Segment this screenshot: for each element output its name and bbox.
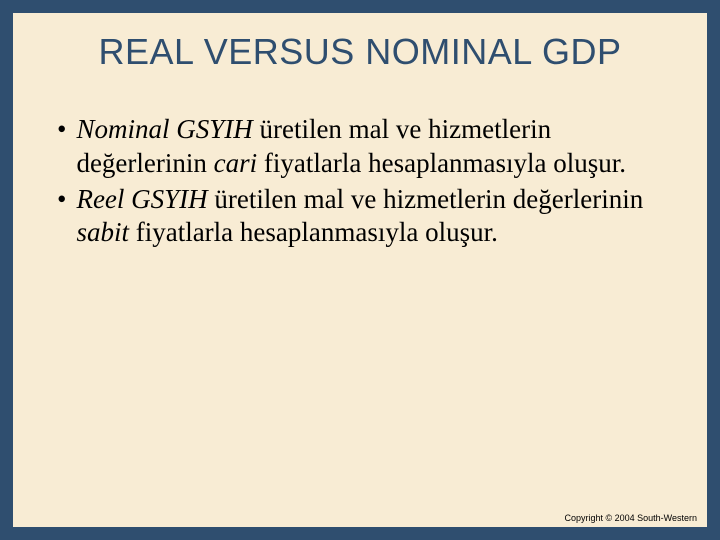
slide-title: REAL VERSUS NOMINAL GDP <box>13 13 707 83</box>
text-run: cari <box>214 148 258 178</box>
bullet-text: Reel GSYIH üretilen mal ve hizmetlerin d… <box>76 183 663 251</box>
bullet-item: • Nominal GSYIH üretilen mal ve hizmetle… <box>57 113 663 181</box>
bullet-marker: • <box>57 183 76 251</box>
slide-panel: REAL VERSUS NOMINAL GDP • Nominal GSYIH … <box>13 13 707 527</box>
text-run: sabit <box>76 217 129 247</box>
bullet-marker: • <box>57 113 76 181</box>
bullet-text: Nominal GSYIH üretilen mal ve hizmetleri… <box>76 113 663 181</box>
text-run: fiyatlarla hesaplanmasıyla oluşur. <box>257 148 626 178</box>
text-run: üretilen mal ve hizmetlerin değerlerinin <box>208 184 644 214</box>
text-run: Nominal GSYIH <box>76 114 252 144</box>
copyright-footer: Copyright © 2004 South-Western <box>564 513 697 523</box>
bullet-item: • Reel GSYIH üretilen mal ve hizmetlerin… <box>57 183 663 251</box>
text-run: Reel GSYIH <box>76 184 207 214</box>
slide-content: • Nominal GSYIH üretilen mal ve hizmetle… <box>13 83 707 250</box>
text-run: fiyatlarla hesaplanmasıyla oluşur. <box>129 217 498 247</box>
